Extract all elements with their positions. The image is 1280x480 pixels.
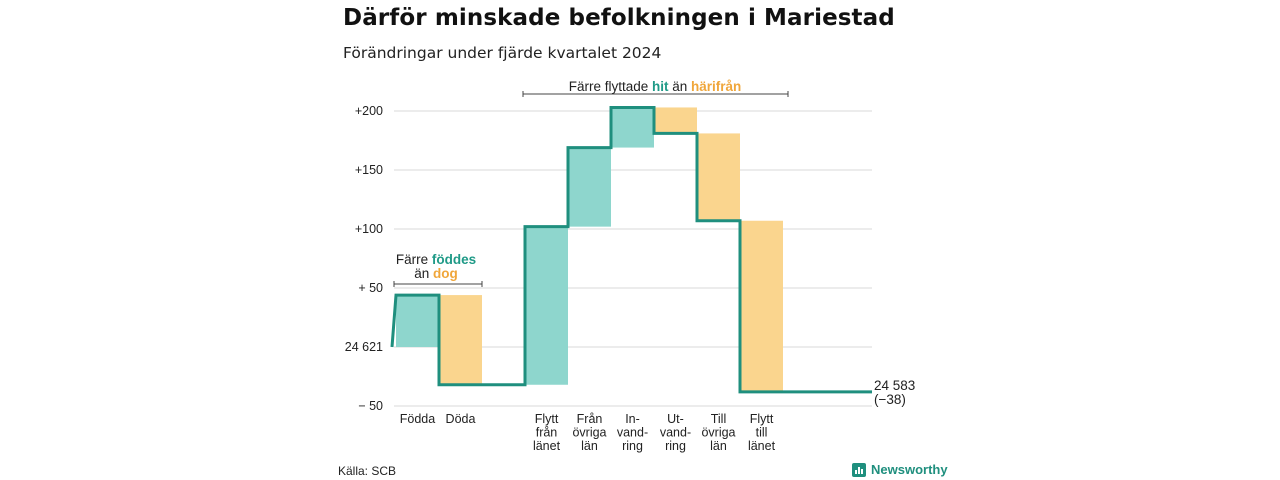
category-label: länet (533, 439, 561, 453)
category-label: In- (625, 412, 640, 426)
end-value-label: 24 583(−38) (874, 378, 915, 407)
category-label: ring (665, 439, 686, 453)
category-label: län (581, 439, 598, 453)
bar-in-vand-ring (611, 107, 654, 148)
y-tick-label: − 50 (358, 399, 383, 413)
annotation-births-line1: Färre föddes (396, 252, 476, 267)
end-value-text: (−38) (874, 392, 906, 407)
brand-logo: Newsworthy (852, 462, 948, 477)
category-label: vand- (660, 426, 691, 440)
category-label: Till (711, 412, 727, 426)
category-label: övriga (572, 426, 606, 440)
y-tick-label: +100 (355, 222, 383, 236)
category-label: Flytt (750, 412, 774, 426)
category-label: Födda (400, 412, 435, 426)
y-tick-label: +150 (355, 163, 383, 177)
category-label: Döda (446, 412, 476, 426)
chart-title: Därför minskade befolkningen i Mariestad (343, 5, 895, 31)
category-label: vand- (617, 426, 648, 440)
bar-födda (396, 295, 439, 347)
bar-ut-vand-ring (654, 107, 697, 134)
y-axis-ticks: +200 +150 +100 + 50 24 621 − 50 (345, 104, 383, 413)
category-labels: Födda Döda FlyttfrånlänetFrånövrigalänIn-v… (400, 412, 776, 453)
bar-från-övriga-län (568, 147, 611, 227)
category-label: till (756, 426, 768, 440)
waterfall-chart: +200 +150 +100 + 50 24 621 − 50 Födda Döda Flyt… (345, 79, 916, 453)
y-tick-label: +200 (355, 104, 383, 118)
y-tick-label: 24 621 (345, 340, 383, 354)
bar-flytt-till-länet (740, 220, 783, 392)
bar-chart-icon (852, 462, 866, 477)
bar-döda (439, 295, 482, 385)
end-value-text: 24 583 (874, 378, 915, 393)
category-label: Flytt (535, 412, 559, 426)
running-total-line (390, 105, 872, 394)
category-label: övriga (701, 426, 735, 440)
bar-till-övriga-län (697, 133, 740, 221)
category-label: Ut- (667, 412, 684, 426)
annotation-moves-text: Färre flyttade hit än härifrån (569, 79, 742, 94)
category-label: Från (577, 412, 603, 426)
category-label: från (536, 426, 558, 440)
brand-name: Newsworthy (871, 462, 948, 477)
bar-flytt-från-länet (525, 226, 568, 385)
annotation-births: Färre föddes än dog (393, 252, 483, 287)
y-tick-label: + 50 (358, 281, 383, 295)
category-label: ring (622, 439, 643, 453)
category-label: län (710, 439, 727, 453)
source-note: Källa: SCB (338, 464, 397, 478)
annotation-moves: Färre flyttade hit än härifrån (522, 79, 789, 97)
bars (396, 107, 783, 392)
category-label: länet (748, 439, 776, 453)
chart-subtitle: Förändringar under fjärde kvartalet 2024 (343, 44, 662, 62)
annotation-births-line2: än dog (414, 266, 458, 281)
